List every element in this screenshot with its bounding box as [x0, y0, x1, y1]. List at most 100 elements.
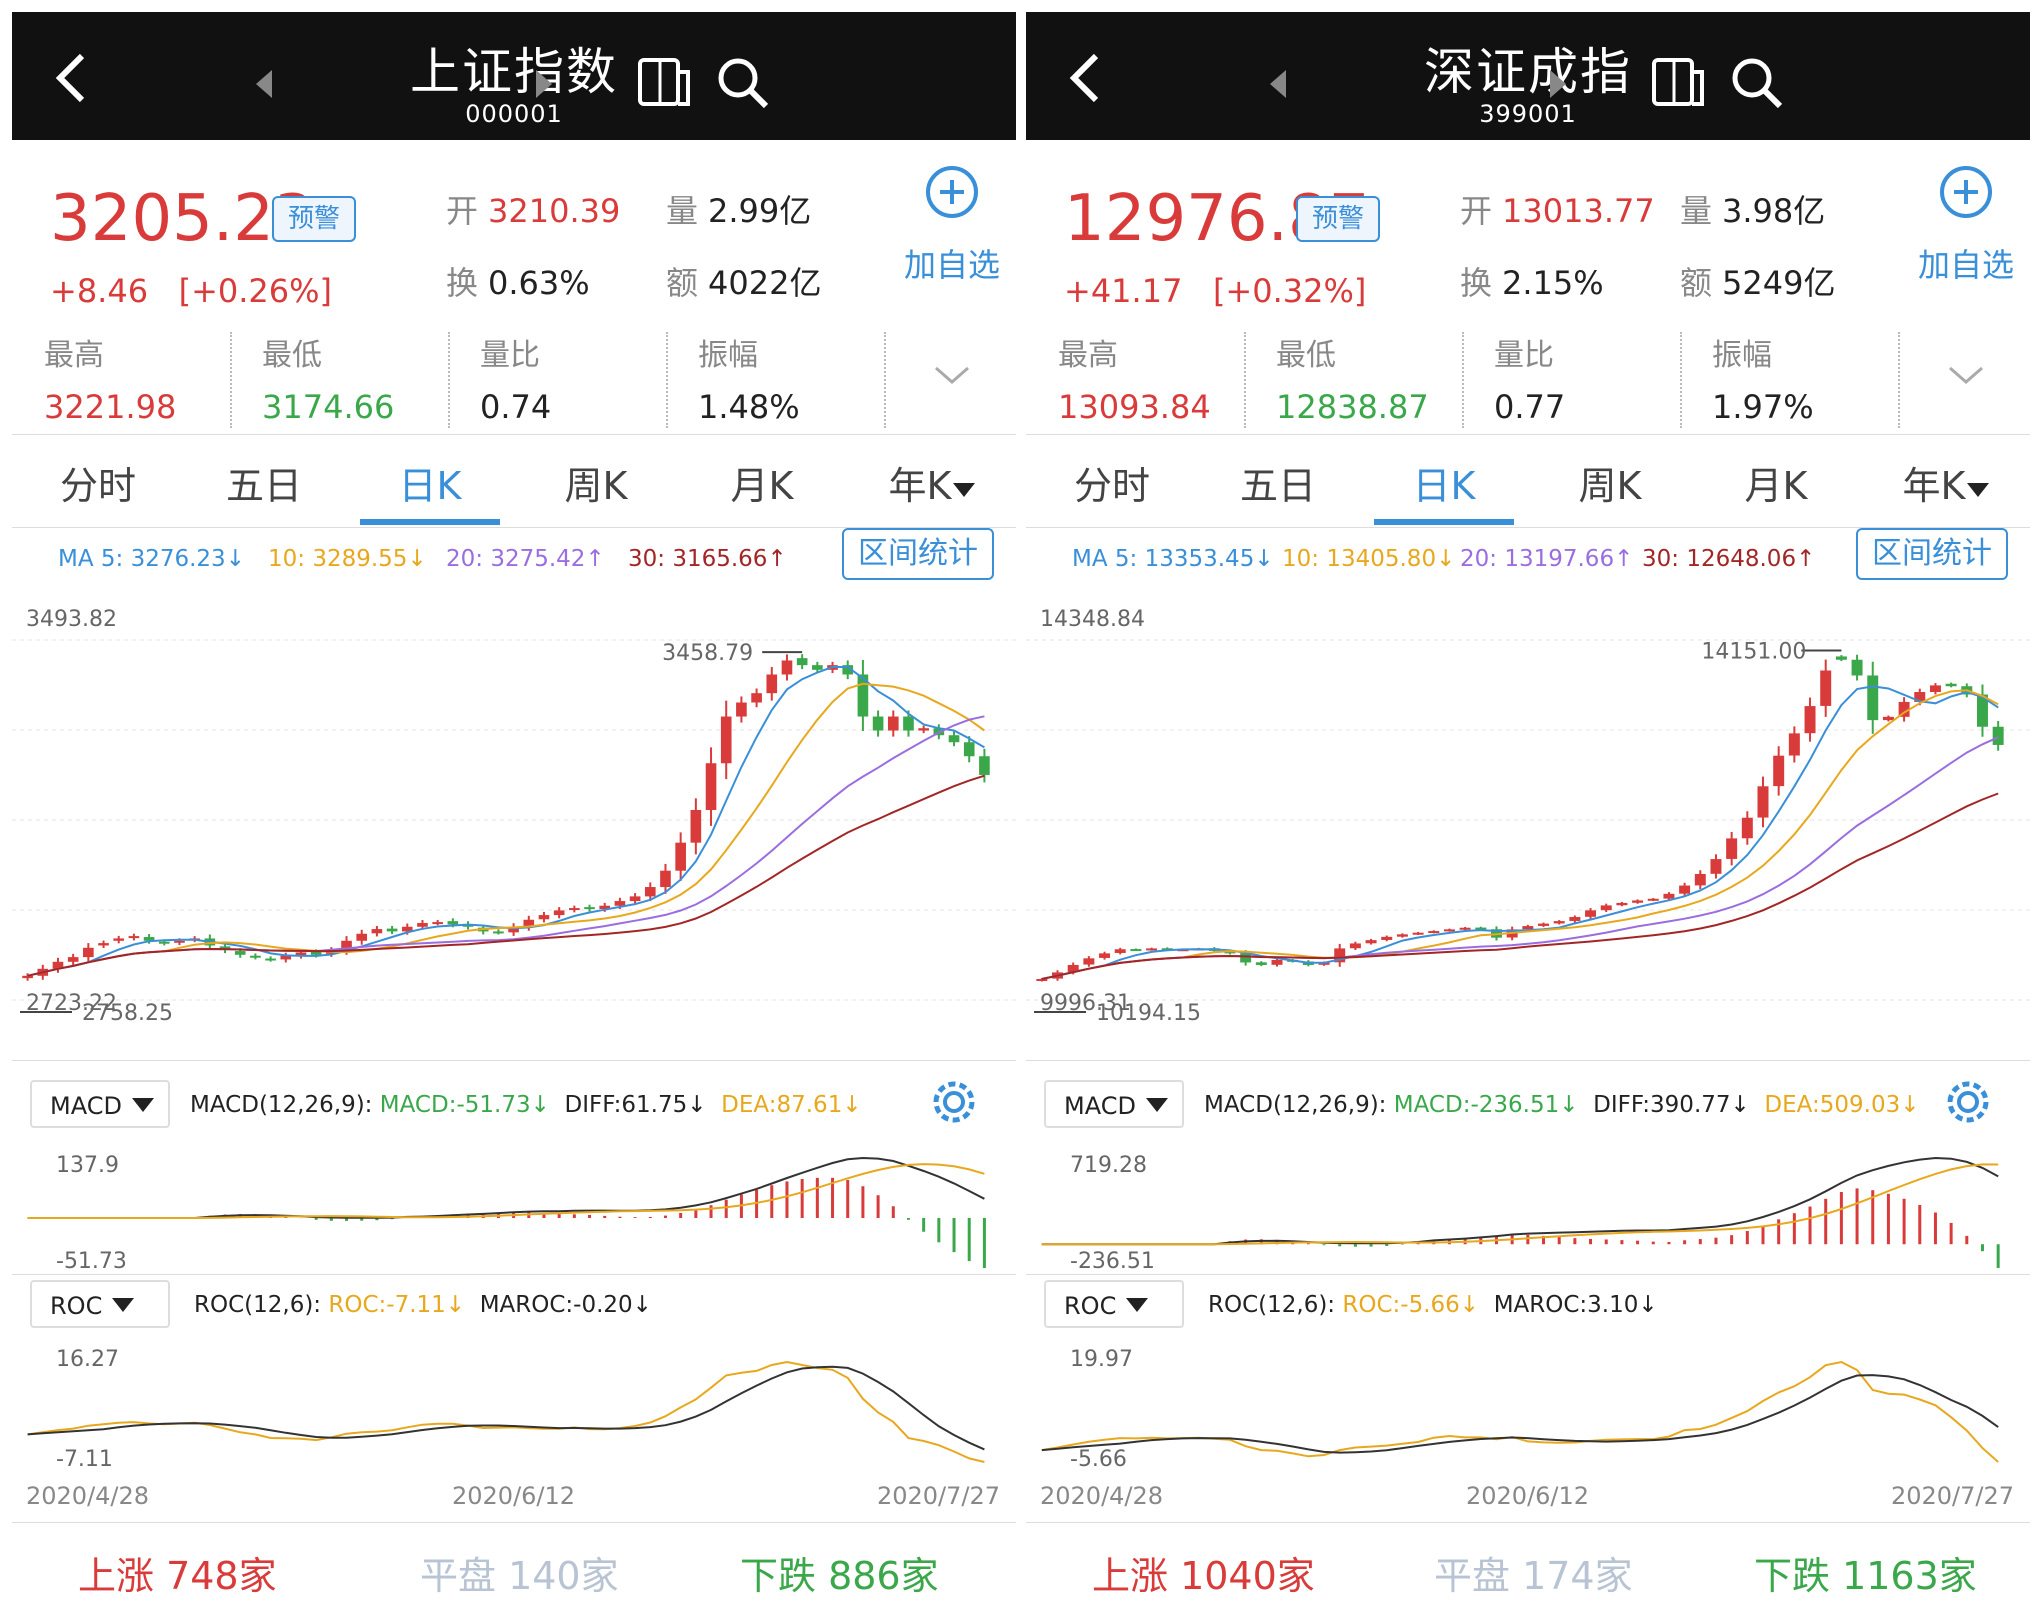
ma5-line	[27, 666, 985, 977]
candle	[401, 926, 413, 932]
candle	[1976, 694, 1988, 727]
maroc-value: MAROC:-0.20↓	[479, 1292, 652, 1318]
candle	[1929, 685, 1941, 693]
roc-top-label: 19.97	[1070, 1347, 1133, 1372]
candle	[250, 955, 261, 958]
alert-button[interactable]: 预警	[1296, 196, 1381, 242]
candle	[872, 716, 884, 731]
tab-weekly-k[interactable]: 周K	[564, 464, 628, 508]
range-stats-button[interactable]: 区间统计	[1856, 528, 2008, 580]
date-start: 2020/4/28	[1040, 1482, 1164, 1510]
date-start: 2020/4/28	[26, 1482, 150, 1510]
candle	[1396, 934, 1408, 937]
price-change: +8.46 [+0.26%]	[50, 272, 332, 310]
alert-button[interactable]: 预警	[272, 196, 357, 242]
macd-selector[interactable]: MACD	[1044, 1080, 1184, 1128]
roc-readout: ROC(12,6): ROC:-5.66↓ MAROC:3.10↓	[1208, 1292, 1658, 1318]
candle	[113, 938, 125, 941]
candle	[720, 716, 732, 764]
gear-icon[interactable]	[928, 1076, 980, 1128]
roc-value: ROC:-5.66↓	[1342, 1292, 1480, 1318]
ma30-line	[1041, 792, 1999, 980]
candle	[1083, 958, 1095, 965]
ma30-readout: 30: 12648.06↑	[1642, 546, 1816, 572]
candle	[1553, 921, 1565, 924]
header-bar: 上证指数 000001	[12, 12, 1016, 140]
gear-icon[interactable]	[1942, 1076, 1994, 1128]
tab-daily-k[interactable]: 日K	[398, 464, 462, 508]
tab-monthly-k[interactable]: 月K	[1744, 464, 1808, 508]
ma10-line	[27, 682, 985, 977]
candle	[1945, 683, 1957, 687]
candle	[1475, 927, 1487, 930]
advancers-count: 上涨 748家	[78, 1554, 277, 1598]
prev-arrow-icon[interactable]	[1264, 64, 1294, 104]
index-code: 399001	[1479, 100, 1577, 128]
candle	[1820, 670, 1832, 706]
change-value: +8.46	[50, 272, 149, 310]
candle	[1882, 716, 1894, 721]
tab-daily-k[interactable]: 日K	[1412, 464, 1476, 508]
candle	[1099, 953, 1111, 958]
candle	[675, 842, 686, 871]
next-arrow-icon[interactable]	[1542, 64, 1572, 104]
tab-weekly-k[interactable]: 周K	[1578, 464, 1642, 508]
tab-intraday[interactable]: 分时	[1073, 464, 1150, 508]
tab-monthly-k[interactable]: 月K	[730, 464, 794, 508]
candle	[1726, 838, 1738, 859]
candle	[751, 693, 762, 703]
candle	[599, 905, 611, 910]
next-arrow-icon[interactable]	[528, 64, 558, 104]
candle	[1067, 964, 1079, 972]
tab-yearly-k[interactable]: 年K	[858, 455, 1008, 510]
date-mid: 2020/6/12	[1466, 1482, 1590, 1510]
candle	[1538, 923, 1550, 926]
tab-yearly-k[interactable]: 年K	[1872, 455, 2022, 510]
stat-volume-ratio: 量比 0.77	[1494, 330, 1704, 430]
switch-icon[interactable]	[1648, 52, 1708, 112]
candle	[1773, 755, 1785, 787]
tab-five-day[interactable]: 五日	[1239, 464, 1316, 508]
candle	[1616, 902, 1628, 906]
candle	[52, 961, 64, 969]
tab-five-day[interactable]: 五日	[225, 464, 302, 508]
turnover-value: 2.15%	[1502, 264, 1604, 302]
switch-icon[interactable]	[634, 52, 694, 112]
candle	[83, 947, 94, 958]
candle	[1741, 817, 1753, 839]
candle	[1443, 929, 1455, 932]
range-stats-button[interactable]: 区间统计	[842, 528, 994, 580]
stat-high: 最高 13093.84	[1058, 330, 1268, 430]
tab-intraday[interactable]: 分时	[59, 464, 136, 508]
chevron-down-icon[interactable]	[1946, 360, 1986, 390]
chevron-down-icon[interactable]	[932, 360, 972, 390]
search-icon[interactable]	[1726, 52, 1786, 112]
add-watchlist-button[interactable]: 加自选	[1856, 164, 2030, 286]
caret-down-icon	[1125, 1298, 1148, 1312]
stat-amplitude: 振幅 1.48%	[698, 330, 908, 430]
candle	[1585, 910, 1597, 917]
macd-selector[interactable]: MACD	[30, 1080, 170, 1128]
prev-arrow-icon[interactable]	[250, 64, 280, 104]
search-icon[interactable]	[712, 52, 772, 112]
high-value: 3221.98	[44, 388, 177, 426]
turnover-field: 换 2.15%	[1460, 264, 1604, 302]
candle	[887, 716, 899, 731]
candle	[371, 929, 383, 934]
candle	[736, 702, 747, 717]
candle	[295, 952, 307, 956]
roc-selector[interactable]: ROC	[30, 1280, 170, 1328]
candle	[705, 763, 717, 810]
add-watchlist-button[interactable]: 加自选	[842, 164, 1016, 286]
roc-selector[interactable]: ROC	[1044, 1280, 1184, 1328]
candle	[1271, 959, 1283, 965]
roc-line	[27, 1360, 985, 1463]
kline-top-label: 14348.84	[1040, 607, 1145, 632]
back-icon[interactable]	[44, 48, 104, 108]
page-title: 深证成指	[1424, 43, 1632, 101]
candle	[158, 941, 170, 944]
stat-high: 最高 3221.98	[44, 330, 254, 430]
back-icon[interactable]	[1058, 48, 1118, 108]
